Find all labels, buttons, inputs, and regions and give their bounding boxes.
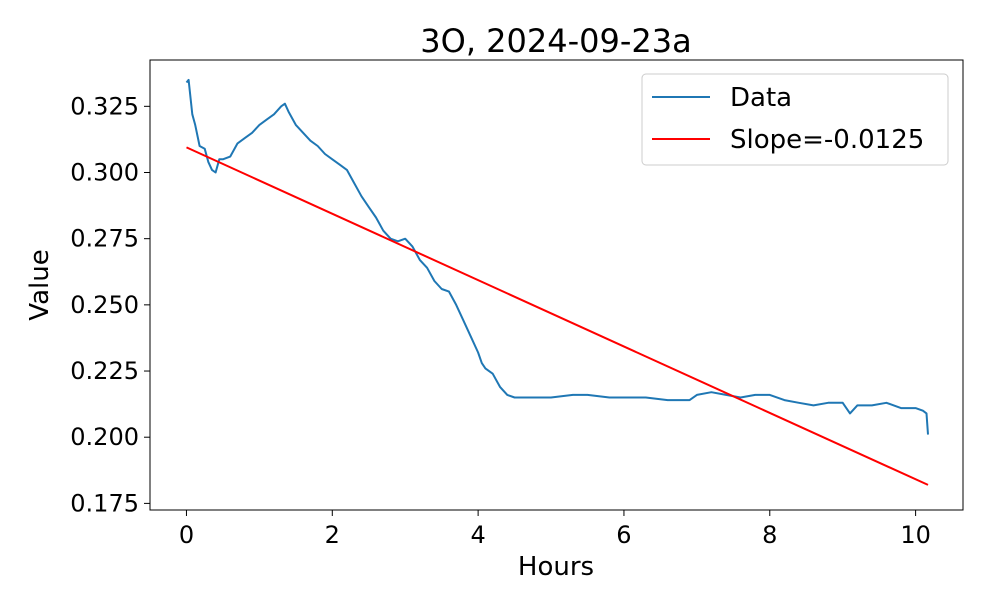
legend-label-data: Data: [730, 83, 792, 113]
series-line-1: [186, 146, 929, 486]
y-tick-label: 0.225: [70, 357, 139, 385]
y-tick-label: 0.275: [70, 225, 139, 253]
x-tick-label: 0: [179, 521, 194, 549]
chart-title: 3O, 2024-09-23a: [420, 22, 691, 60]
x-tick-label: 10: [900, 521, 931, 549]
y-axis-ticks: 0.175 0.200 0.225 0.250 0.275 0.300 0.325: [70, 92, 150, 517]
x-axis-ticks: 0 2 4 6 8 10: [179, 510, 931, 549]
y-tick-label: 0.250: [70, 291, 139, 319]
x-tick-label: 6: [616, 521, 631, 549]
y-axis-label: Value: [25, 249, 55, 320]
x-tick-label: 8: [762, 521, 777, 549]
y-tick-label: 0.200: [70, 423, 139, 451]
x-axis-label: Hours: [518, 552, 594, 582]
legend-label-slope: Slope=-0.0125: [730, 125, 924, 155]
plot-area: [149, 59, 964, 511]
y-tick-label: 0.300: [70, 159, 139, 187]
x-tick-label: 2: [325, 521, 340, 549]
x-tick-label: 4: [470, 521, 485, 549]
legend-box: [641, 73, 949, 166]
series-line-0: [185, 78, 929, 435]
y-tick-label: 0.325: [70, 92, 139, 120]
series-group: [185, 78, 929, 486]
y-tick-label: 0.175: [70, 489, 139, 517]
legend: Data Slope=-0.0125: [641, 73, 949, 166]
axes-frame: [149, 59, 964, 511]
